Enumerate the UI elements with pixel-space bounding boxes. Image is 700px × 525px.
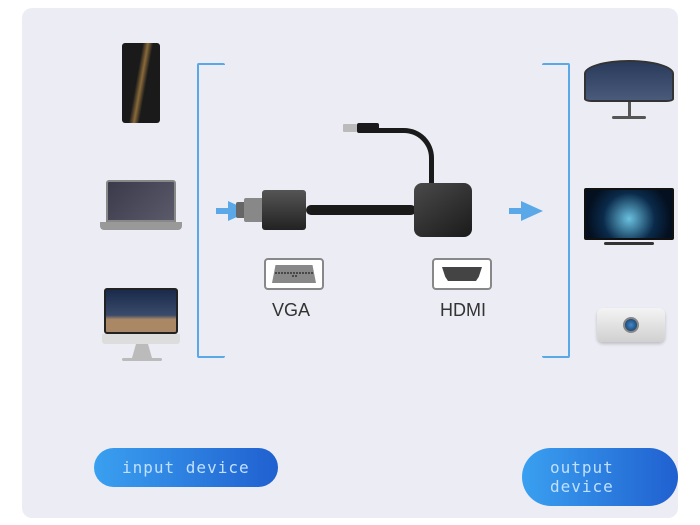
diagram-canvas: VGA HDMI input device output device	[22, 8, 678, 518]
tv-icon	[584, 188, 674, 245]
projector-icon	[597, 308, 665, 342]
imac-icon	[104, 288, 180, 361]
input-device-badge: input device	[94, 448, 278, 487]
pc-tower-icon	[122, 43, 160, 123]
hdmi-label: HDMI	[440, 300, 486, 321]
vga-label: VGA	[272, 300, 310, 321]
output-device-badge: output device	[522, 448, 678, 506]
output-bracket	[542, 63, 570, 358]
hdmi-port-icon	[432, 258, 492, 290]
vga-port-icon	[264, 258, 324, 290]
curved-monitor-icon	[584, 60, 674, 119]
laptop-icon	[100, 180, 182, 235]
arrow-output-icon	[521, 201, 543, 221]
